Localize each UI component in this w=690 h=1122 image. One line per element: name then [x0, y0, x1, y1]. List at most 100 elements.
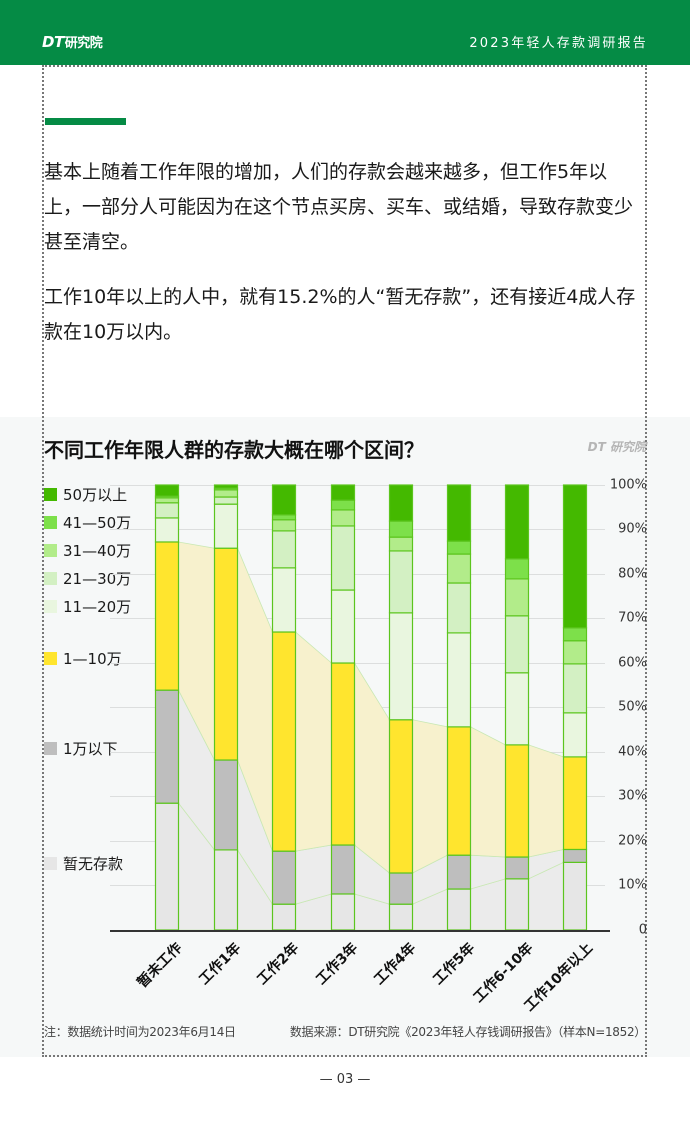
bar-segment [271, 850, 297, 905]
y-tick: 0 [638, 922, 647, 938]
body-paragraph-2: 工作10年以上的人中，就有15.2%的人“暂无存款”，还有接近4成人存款在10万… [44, 286, 636, 343]
bar-segment [330, 662, 356, 846]
bar-segment [504, 672, 530, 746]
legend-item-41-50: 41—50万 [44, 512, 131, 533]
x-axis-line [110, 930, 610, 932]
legend-swatch [44, 488, 57, 501]
data-note: 注：数据统计时间为2023年6月14日 [44, 1025, 236, 1039]
bar-segment [154, 802, 180, 931]
bar-segment [562, 663, 588, 714]
bar-segment [388, 612, 414, 721]
y-tick: 10% [618, 877, 647, 893]
y-tick: 100% [609, 477, 647, 493]
legend-label: 50万以上 [63, 486, 128, 504]
legend-item-11-20: 11—20万 [44, 596, 131, 617]
bar-segment [330, 589, 356, 664]
bar-segment [504, 484, 530, 560]
bar-segment [446, 582, 472, 634]
y-tick: 70% [618, 610, 647, 626]
bar-segment [504, 578, 530, 617]
bar-segment [330, 844, 356, 895]
y-tick: 80% [618, 566, 647, 582]
y-tick: 30% [618, 788, 647, 804]
section-accent-bar [45, 118, 126, 125]
bar-segment [446, 484, 472, 542]
y-tick: 90% [618, 521, 647, 537]
page-number: — 03 — [319, 1072, 371, 1087]
legend-swatch [44, 742, 57, 755]
bar-工作2年 [271, 484, 297, 931]
legend-label: 31—40万 [63, 542, 132, 560]
bar-segment [562, 848, 588, 863]
logo-dt-mark: DT [42, 33, 64, 51]
gridline [110, 663, 605, 664]
page-header: DT研究院 2023年轻人存款调研报告 [0, 0, 690, 65]
legend-label: 暂无存款 [63, 855, 124, 873]
bar-segment [271, 530, 297, 569]
bar-segment [330, 499, 356, 511]
bar-segment [562, 756, 588, 851]
bar-segment [213, 489, 239, 498]
legend-swatch [44, 544, 57, 557]
bar-segment [446, 888, 472, 931]
gridline [110, 485, 605, 486]
dt-logo: DT研究院 [42, 32, 103, 51]
legend-label: 1万以下 [63, 740, 118, 758]
bar-工作5年 [446, 484, 472, 931]
bar-segment [213, 849, 239, 931]
legend-item-31-40: 31—40万 [44, 540, 131, 561]
chart-title: 不同工作年限人群的存款大概在哪个区间？ [44, 438, 424, 462]
bar-segment [330, 893, 356, 931]
bar-segment [154, 484, 180, 497]
bar-segment [271, 519, 297, 532]
y-tick: 20% [618, 833, 647, 849]
bar-工作10年以上 [562, 484, 588, 931]
legend-item-50-plus: 50万以上 [44, 484, 127, 505]
legend-swatch [44, 857, 57, 870]
bar-segment [504, 744, 530, 858]
bar-segment [562, 640, 588, 665]
legend-swatch [44, 572, 57, 585]
bar-segment [388, 520, 414, 538]
content-frame-top [42, 65, 647, 67]
bar-segment [504, 558, 530, 580]
bar-segment [154, 541, 180, 691]
bar-segment [213, 484, 239, 489]
body-paragraph-1: 基本上随着工作年限的增加，人们的存款会越来越多，但工作5年以上，一部分人可能因为… [44, 161, 634, 253]
legend-swatch [44, 652, 57, 665]
bar-segment [271, 567, 297, 633]
bar-segment [213, 547, 239, 761]
bar-segment [562, 712, 588, 758]
bar-segment [154, 497, 180, 504]
legend-item-1-10: 1—10万 [44, 648, 122, 669]
legend-swatch [44, 516, 57, 529]
bar-segment [154, 689, 180, 804]
bar-segment [388, 550, 414, 614]
legend-item-no-savings: 暂无存款 [44, 853, 123, 874]
data-source: 数据来源：DT研究院《2023年轻人存钱调研报告》（样本N=1852） [289, 1025, 646, 1039]
bar-segment [388, 719, 414, 874]
bar-暂未工作 [154, 484, 180, 931]
gridline [110, 618, 605, 619]
bar-segment [446, 726, 472, 856]
bar-segment [562, 627, 588, 642]
legend-label: 41—50万 [63, 514, 132, 532]
bar-segment [271, 631, 297, 852]
content-frame [42, 65, 647, 1057]
bar-segment [154, 502, 180, 519]
bar-segment [213, 503, 239, 549]
bar-segment [446, 540, 472, 555]
bar-segment [562, 484, 588, 629]
bar-segment [388, 872, 414, 905]
bar-segment [388, 484, 414, 522]
bar-segment [446, 854, 472, 890]
bar-segment [330, 484, 356, 501]
bar-工作6-10年 [504, 484, 530, 931]
legend-item-under-1: 1万以下 [44, 738, 118, 759]
legend-label: 11—20万 [63, 598, 132, 616]
bar-segment [504, 856, 530, 880]
bar-segment [504, 615, 530, 674]
legend-label: 1—10万 [63, 650, 122, 668]
bar-segment [271, 484, 297, 516]
